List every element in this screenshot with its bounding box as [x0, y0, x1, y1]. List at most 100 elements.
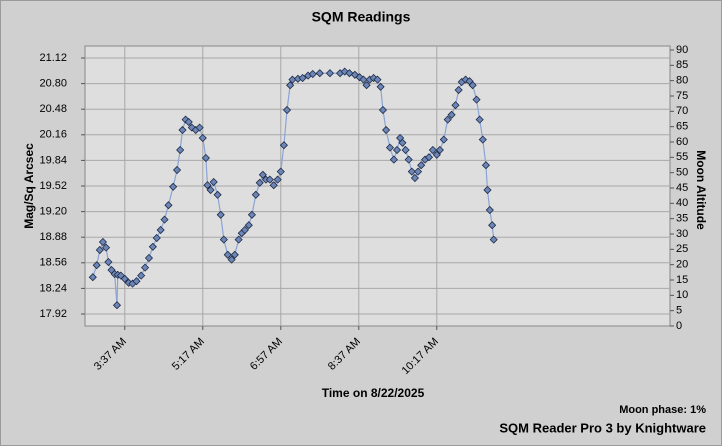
marker — [315, 69, 324, 78]
marker — [359, 75, 368, 84]
marker — [443, 115, 452, 124]
marker — [258, 170, 267, 179]
marker — [152, 233, 161, 243]
marker — [198, 133, 207, 143]
marker — [148, 242, 157, 251]
marker — [417, 161, 426, 170]
marker — [451, 101, 460, 110]
y2-tick-label: 35 — [676, 213, 688, 225]
marker — [362, 81, 371, 90]
marker — [132, 277, 141, 286]
marker — [413, 167, 423, 176]
y-tick-label: 19.20 — [39, 206, 67, 218]
marker — [468, 81, 477, 90]
marker — [201, 153, 210, 163]
marker — [213, 190, 222, 199]
marker — [195, 123, 204, 132]
marker — [488, 221, 497, 230]
y2-tick-label: 90 — [676, 44, 688, 56]
marker — [216, 210, 225, 219]
y-tick-label: 17.92 — [39, 308, 67, 320]
marker — [276, 167, 285, 176]
marker — [454, 85, 463, 95]
marker — [404, 155, 413, 164]
marker — [286, 81, 295, 90]
marker — [88, 273, 97, 282]
marker — [447, 110, 456, 119]
marker — [392, 145, 402, 155]
marker — [424, 153, 434, 162]
y2-tick-label: 5 — [676, 305, 682, 317]
y2-tick-label: 80 — [676, 75, 688, 87]
marker — [156, 225, 165, 235]
y2-tick-label: 30 — [676, 228, 688, 240]
y2-tick-label: 40 — [676, 197, 688, 209]
y-tick-label: 20.48 — [39, 103, 67, 115]
marker — [255, 178, 264, 187]
y2-tick-label: 50 — [676, 167, 688, 179]
marker — [373, 75, 382, 84]
marker — [206, 185, 215, 195]
marker — [389, 155, 398, 164]
marker — [112, 301, 122, 310]
y-tick-label: 19.84 — [39, 154, 67, 166]
y2-tick-label: 65 — [676, 121, 688, 133]
y2-tick-label: 25 — [676, 243, 688, 255]
y2-tick-label: 20 — [676, 259, 688, 271]
marker — [240, 225, 249, 235]
marker — [485, 205, 494, 215]
marker — [273, 175, 282, 184]
marker — [407, 167, 416, 176]
y-tick-label: 19.52 — [39, 180, 67, 192]
marker — [376, 82, 385, 91]
marker — [298, 73, 307, 83]
chart-title: SQM Readings — [312, 9, 411, 25]
marker — [95, 245, 104, 255]
y2-tick-label: 0 — [676, 320, 682, 332]
marker — [223, 250, 232, 259]
moon-phase: Moon phase: 1% — [619, 404, 706, 416]
marker — [164, 201, 173, 210]
marker — [184, 117, 193, 127]
y2-tick-label: 60 — [676, 136, 688, 148]
marker — [439, 135, 448, 144]
y-tick-label: 21.12 — [39, 52, 67, 64]
marker — [209, 177, 218, 187]
marker — [169, 182, 178, 191]
marker — [251, 190, 260, 199]
marker — [172, 165, 182, 175]
marker — [401, 145, 410, 155]
marker — [478, 135, 487, 144]
y2-axis-label: Moon Altitude — [694, 150, 708, 230]
marker — [230, 250, 239, 259]
footer: SQM Reader Pro 3 by Knightware — [499, 420, 706, 435]
marker — [176, 145, 185, 155]
y-tick-label: 20.16 — [39, 129, 67, 141]
y-tick-label: 18.88 — [39, 231, 67, 243]
marker — [428, 145, 437, 155]
y-tick-label: 20.80 — [39, 78, 67, 90]
y2-tick-label: 10 — [676, 289, 688, 301]
marker — [101, 243, 111, 252]
y-tick-label: 18.56 — [39, 257, 67, 269]
marker — [234, 235, 243, 244]
y2-tick-label: 55 — [676, 151, 688, 163]
y2-tick-label: 75 — [676, 90, 688, 102]
marker — [120, 274, 129, 283]
line — [92, 70, 495, 306]
marker — [481, 161, 490, 170]
marker — [385, 143, 395, 152]
y2-tick-label: 85 — [676, 59, 688, 71]
marker — [178, 125, 187, 135]
marker — [265, 175, 274, 184]
y2-tick-label: 45 — [676, 182, 688, 194]
marker — [489, 235, 498, 244]
marker — [219, 235, 228, 244]
marker — [247, 210, 256, 219]
marker — [398, 138, 407, 147]
marker — [472, 95, 481, 104]
marker — [269, 181, 278, 190]
marker — [435, 145, 444, 155]
marker — [160, 215, 169, 224]
